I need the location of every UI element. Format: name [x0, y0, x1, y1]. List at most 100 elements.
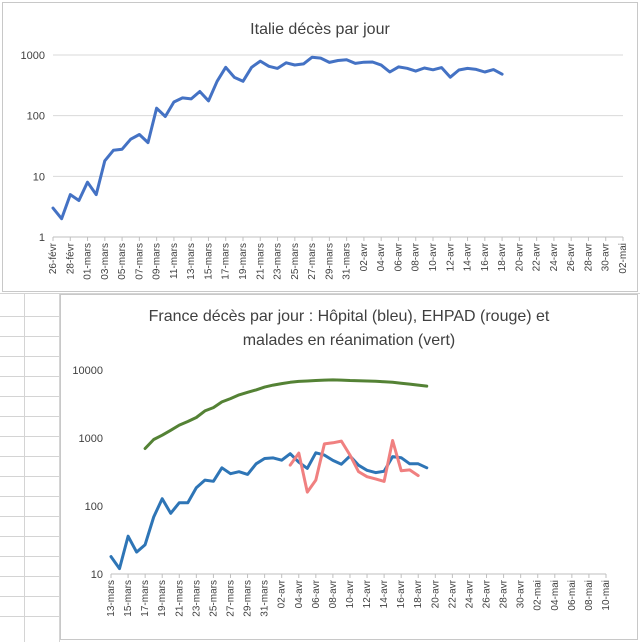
x-tick-label: 08-avr: [411, 242, 422, 271]
x-tick-label: 26-avr: [566, 242, 577, 271]
x-tick-label: 26-févr: [48, 242, 59, 274]
x-tick-label: 21-mars: [174, 580, 185, 617]
italy-chart[interactable]: Italie décès par jour 1 10 100 1000 26-févr 2…: [2, 2, 638, 292]
sheet-gridline: [0, 476, 60, 477]
sheet-gridline: [0, 436, 60, 437]
x-tick-label: 15-mars: [203, 243, 214, 280]
x-tick-label: 08-mai: [584, 580, 595, 611]
sheet-gridline: [0, 516, 60, 517]
x-tick-label: 02-avr: [359, 242, 370, 271]
sheet-gridline: [0, 536, 60, 537]
series-line-0: [51, 55, 504, 221]
sheet-gridline: [0, 576, 60, 577]
x-tick-label: 28-févr: [65, 242, 76, 274]
x-tick-label: 10-mai: [601, 580, 612, 611]
y-tick-label: 1000: [21, 50, 45, 62]
x-tick-label: 28-avr: [499, 579, 510, 608]
x-tick-label: 12-avr: [445, 242, 456, 271]
x-tick-label: 12-avr: [362, 579, 373, 608]
x-tick-label: 27-mars: [225, 580, 236, 617]
y-tick-label: 10000: [72, 365, 103, 377]
sheet-gridline: [0, 356, 60, 357]
x-tick-label: 14-avr: [379, 579, 390, 608]
x-tick-label: 19-mars: [238, 243, 249, 280]
x-tick-label: 17-mars: [140, 580, 151, 617]
sheet-gridline: [0, 596, 60, 597]
x-tick-label: 02-avr: [277, 579, 288, 608]
x-tick-label: 11-mars: [169, 243, 180, 279]
x-tick-label: 24-avr: [549, 242, 560, 271]
italy-chart-plot: 1 10 100 1000 26-févr 28-févr 01-mars 03-mars 05…: [21, 50, 629, 280]
x-tick-label: 29-mars: [324, 243, 335, 280]
x-tick-label: 17-mars: [221, 243, 232, 280]
x-tick-label: 23-mars: [191, 580, 202, 617]
italy-chart-title: Italie décès par jour: [250, 21, 390, 38]
x-tick-label: 29-mars: [243, 580, 254, 617]
x-tick-label: 06-avr: [311, 579, 322, 608]
x-tick-label: 28-avr: [583, 242, 594, 271]
x-tick-label: 22-avr: [532, 242, 543, 271]
x-tick-label: 08-avr: [328, 579, 339, 608]
x-tick-label: 14-avr: [463, 242, 474, 271]
y-tick-label: 1000: [79, 433, 103, 445]
y-tick-label: 10: [91, 569, 103, 581]
x-tick-label: 16-avr: [396, 579, 407, 608]
x-tick-label: 25-mars: [208, 580, 219, 617]
x-tick-label: 09-mars: [152, 243, 163, 280]
france-chart-title-line1: France décès par jour : Hôpital (bleu), …: [148, 308, 550, 325]
x-tick-label: 25-mars: [290, 243, 301, 280]
sheet-gridline: [0, 556, 60, 557]
x-tick-label: 10-avr: [428, 242, 439, 271]
x-tick-label: 22-avr: [447, 579, 458, 608]
x-tick-label: 31-mars: [342, 243, 353, 280]
x-tick-label: 04-mai: [550, 580, 561, 611]
series-line-2: [143, 378, 429, 450]
x-tick-label: 01-mars: [83, 243, 94, 280]
series-line-1: [288, 439, 420, 494]
x-tick-label: 13-mars: [186, 243, 197, 280]
x-tick-label: 16-avr: [480, 242, 491, 271]
y-tick-label: 100: [85, 501, 103, 513]
x-tick-label: 20-avr: [514, 242, 525, 271]
sheet-gridline: [0, 456, 60, 457]
sheet-gridline: [24, 294, 25, 642]
x-tick-label: 27-mars: [307, 243, 318, 280]
x-tick-label: 18-avr: [413, 579, 424, 608]
x-tick-label: 04-avr: [294, 579, 305, 608]
x-tick-label: 05-mars: [117, 243, 128, 280]
y-tick-label: 1: [39, 232, 45, 244]
sheet-gridline: [59, 294, 60, 642]
sheet-gridline: [0, 316, 60, 317]
x-tick-label: 06-mai: [567, 580, 578, 611]
sheet-gridline: [0, 416, 60, 417]
x-tick-label: 03-mars: [100, 243, 111, 280]
x-tick-label: 18-avr: [497, 242, 508, 271]
x-tick-label: 04-avr: [376, 242, 387, 271]
france-chart[interactable]: France décès par jour : Hôpital (bleu), …: [60, 294, 638, 640]
x-tick-label: 13-mars: [106, 580, 117, 617]
x-tick-label: 30-avr: [601, 242, 612, 271]
x-tick-label: 24-avr: [464, 579, 475, 608]
x-tick-label: 02-mai: [533, 580, 544, 611]
series-line-0: [109, 451, 429, 571]
x-tick-label: 02-mai: [618, 243, 629, 274]
x-tick-label: 26-avr: [482, 579, 493, 608]
france-chart-title-line2: malades en réanimation (vert): [242, 332, 456, 349]
x-tick-label: 07-mars: [134, 243, 145, 280]
sheet-gridline: [0, 396, 60, 397]
x-tick-label: 31-mars: [260, 580, 271, 617]
x-tick-label: 21-mars: [255, 243, 266, 280]
y-tick-label: 10: [33, 171, 45, 183]
sheet-gridline: [0, 336, 60, 337]
sheet-gridline: [0, 496, 60, 497]
x-tick-label: 23-mars: [273, 243, 284, 280]
sheet-gridline: [0, 376, 60, 377]
sheet-gridline: [0, 616, 60, 617]
x-tick-label: 06-avr: [393, 242, 404, 271]
sheet-gridline: [0, 293, 640, 294]
x-tick-label: 20-avr: [430, 579, 441, 608]
x-tick-label: 15-mars: [123, 580, 134, 617]
x-tick-label: 19-mars: [157, 580, 168, 617]
y-tick-label: 100: [27, 111, 45, 123]
